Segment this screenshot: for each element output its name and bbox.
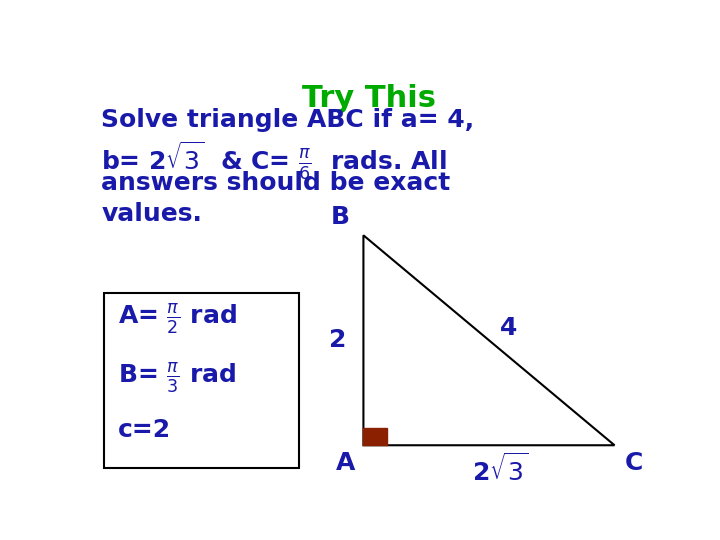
- Text: 4: 4: [500, 316, 517, 340]
- Text: answers should be exact: answers should be exact: [101, 171, 451, 195]
- Text: c=2: c=2: [118, 418, 171, 442]
- Text: Solve triangle ABC if a= 4,: Solve triangle ABC if a= 4,: [101, 109, 474, 132]
- Text: B= $\frac{\pi}{3}$ rad: B= $\frac{\pi}{3}$ rad: [118, 360, 236, 395]
- Text: 2$\sqrt{3}$: 2$\sqrt{3}$: [472, 454, 528, 486]
- Text: A= $\frac{\pi}{2}$ rad: A= $\frac{\pi}{2}$ rad: [118, 302, 237, 336]
- Text: A: A: [336, 451, 355, 476]
- Text: 2: 2: [329, 328, 347, 352]
- Text: C: C: [624, 451, 643, 476]
- Text: B: B: [330, 205, 349, 229]
- Text: Try This: Try This: [302, 84, 436, 112]
- Polygon shape: [364, 428, 387, 445]
- Bar: [104, 294, 300, 468]
- Text: b= 2$\sqrt{3}$  & C= $\frac{\pi}{6}$  rads. All: b= 2$\sqrt{3}$ & C= $\frac{\pi}{6}$ rads…: [101, 140, 447, 182]
- Text: values.: values.: [101, 202, 202, 226]
